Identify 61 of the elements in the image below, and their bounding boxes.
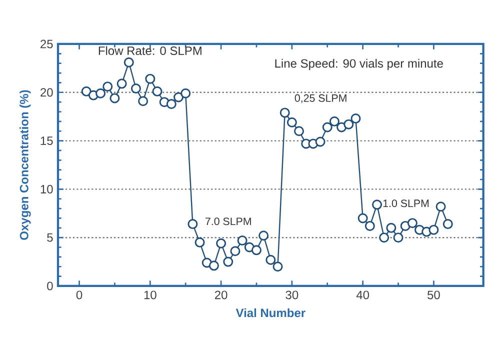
point bbox=[96, 88, 106, 98]
x-tick-label: 50 bbox=[428, 290, 440, 300]
annotation: Flow Rate: 0 SLPM bbox=[98, 46, 202, 56]
annotation: Line Speed: 90 vials per minute bbox=[275, 58, 443, 70]
point bbox=[294, 126, 304, 136]
point bbox=[350, 114, 361, 124]
point bbox=[188, 219, 198, 230]
point bbox=[315, 136, 326, 147]
x-tick-label: 20 bbox=[214, 290, 228, 300]
point bbox=[237, 235, 248, 246]
point bbox=[180, 88, 191, 98]
point bbox=[379, 232, 390, 243]
point bbox=[436, 202, 446, 212]
y-tick-label: 10 bbox=[40, 184, 53, 194]
point bbox=[102, 82, 113, 92]
point bbox=[344, 119, 354, 130]
point bbox=[280, 108, 290, 118]
point bbox=[110, 93, 120, 104]
y-tick-label: 25 bbox=[40, 40, 53, 48]
point bbox=[407, 218, 418, 228]
x-tick-label: 10 bbox=[144, 290, 156, 300]
point bbox=[81, 86, 92, 96]
point bbox=[208, 260, 219, 271]
point bbox=[358, 213, 368, 224]
y-axis-title: Oxygen Concentration (%) bbox=[20, 90, 31, 240]
point bbox=[286, 117, 297, 128]
point bbox=[442, 219, 453, 230]
x-tick-label: 40 bbox=[356, 290, 370, 300]
point bbox=[386, 222, 396, 233]
point bbox=[266, 254, 276, 265]
point bbox=[251, 245, 262, 256]
point bbox=[145, 74, 156, 84]
point bbox=[230, 246, 240, 256]
point bbox=[393, 232, 404, 243]
point bbox=[166, 99, 176, 110]
point bbox=[194, 237, 205, 248]
x-axis-title: Vial Number bbox=[236, 308, 306, 318]
point bbox=[428, 224, 439, 235]
point bbox=[364, 220, 375, 231]
point bbox=[152, 86, 162, 96]
point bbox=[174, 92, 184, 102]
y-tick-label: 15 bbox=[40, 136, 53, 145]
point bbox=[329, 116, 340, 126]
x-tick-label: 0 bbox=[76, 290, 82, 300]
point bbox=[138, 96, 148, 106]
y-tick-label: 0 bbox=[47, 282, 53, 290]
point bbox=[258, 230, 269, 241]
annotation: 0,25 SLPM bbox=[294, 94, 346, 104]
point bbox=[124, 57, 134, 68]
point bbox=[216, 238, 226, 248]
point bbox=[322, 122, 332, 132]
point bbox=[223, 256, 234, 267]
y-tick-label: 20 bbox=[40, 88, 53, 97]
point bbox=[272, 262, 283, 272]
point bbox=[130, 84, 141, 94]
point bbox=[116, 78, 127, 89]
x-tick-label: 30 bbox=[286, 290, 298, 300]
annotation: 1.0 SLPM bbox=[383, 200, 429, 208]
annotation: 7.0 SLPM bbox=[206, 218, 251, 226]
y-tick-label: 5 bbox=[47, 233, 53, 242]
point bbox=[372, 200, 382, 210]
